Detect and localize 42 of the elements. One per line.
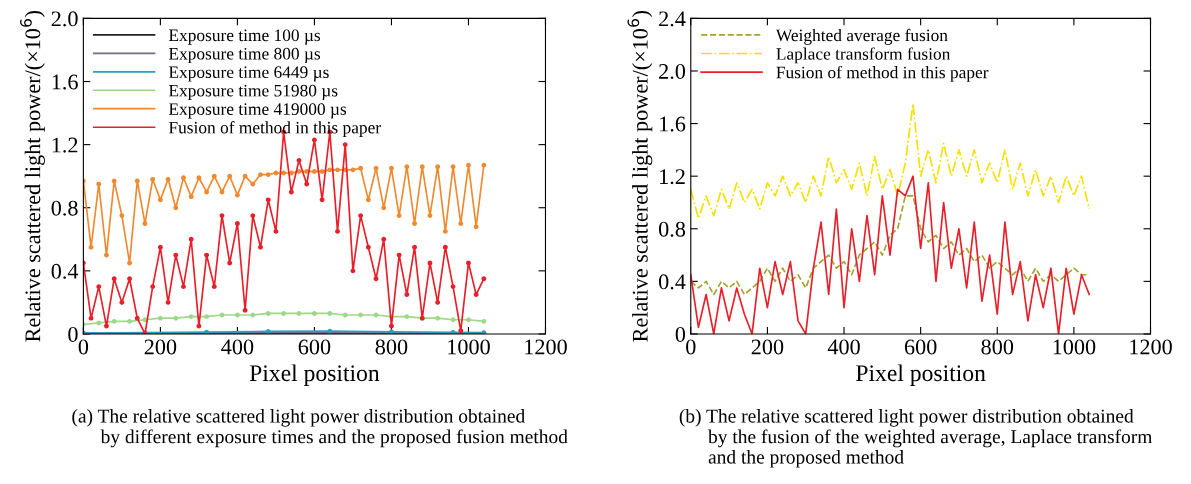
x-tick-label: 800 bbox=[981, 339, 1014, 355]
legend-label: Fusion of method in this paper bbox=[168, 121, 381, 137]
x-axis-title: Pixel position bbox=[249, 364, 380, 386]
text: (b) The relative scattered light power distribution obtained by the fusion of the weighted average, Laplace transform and the proposed method bbox=[679, 408, 1153, 468]
legend-label: Weighted average fusion bbox=[775, 28, 948, 45]
x-tick-label: 200 bbox=[751, 339, 784, 355]
x-axis-title: Pixel position bbox=[856, 364, 986, 386]
x-tick-label: 1200 bbox=[525, 339, 567, 355]
y-tick-label: 0 bbox=[68, 326, 78, 342]
x-tick-label: 400 bbox=[827, 339, 860, 355]
x-tick-label: 600 bbox=[904, 339, 937, 355]
x-tick-label: 200 bbox=[144, 339, 177, 355]
y-axis-title: Relative scattered light power/(×10$^{6}$) bbox=[20, 10, 45, 342]
legend-label: Exposure time 419000 µs bbox=[168, 103, 347, 119]
text: (a) The relative scattered light power distribution obtained by different exposure times and the proposed fusion method bbox=[72, 408, 568, 448]
y-tick-label: 2.0 bbox=[51, 11, 78, 27]
y-tick-label: 2.0 bbox=[659, 63, 686, 80]
legend-label: Exposure time 800 µs bbox=[168, 47, 321, 64]
y-tick-label: 0 bbox=[675, 326, 686, 342]
y-tick-label: 0.4 bbox=[658, 274, 686, 290]
y-tick-label: 0.8 bbox=[51, 200, 78, 216]
x-tick-label: 1200 bbox=[1130, 339, 1172, 355]
y-tick-label: 1.2 bbox=[52, 137, 78, 153]
legend-label: Laplace transform fusion bbox=[776, 47, 951, 64]
y-tick-label: 2.4 bbox=[659, 11, 686, 27]
x-tick-label: 600 bbox=[298, 339, 331, 355]
legend-label: Exposure time 51980 µs bbox=[168, 84, 338, 101]
x-tick-label: 0 bbox=[78, 339, 89, 355]
x-tick-label: 1000 bbox=[1053, 339, 1096, 355]
y-tick-label: 0.4 bbox=[51, 263, 79, 279]
y-tick-label: 1.6 bbox=[660, 116, 686, 132]
y-axis-title: Relative scattered light power/(×10$^{6}$) bbox=[627, 10, 653, 342]
x-tick-label: 1000 bbox=[448, 339, 490, 355]
y-tick-label: 1.6 bbox=[52, 74, 78, 90]
x-tick-label: 0 bbox=[686, 339, 696, 355]
x-tick-label: 400 bbox=[221, 339, 254, 355]
y-tick-label: 0.8 bbox=[658, 221, 686, 237]
x-tick-label: 800 bbox=[375, 339, 408, 355]
legend-label: Exposure time 6449 µs bbox=[168, 66, 329, 82]
legend-label: Exposure time 100 µs bbox=[168, 29, 321, 45]
y-tick-label: 1.2 bbox=[660, 169, 685, 185]
legend-label: Fusion of method in this paper bbox=[776, 65, 989, 82]
